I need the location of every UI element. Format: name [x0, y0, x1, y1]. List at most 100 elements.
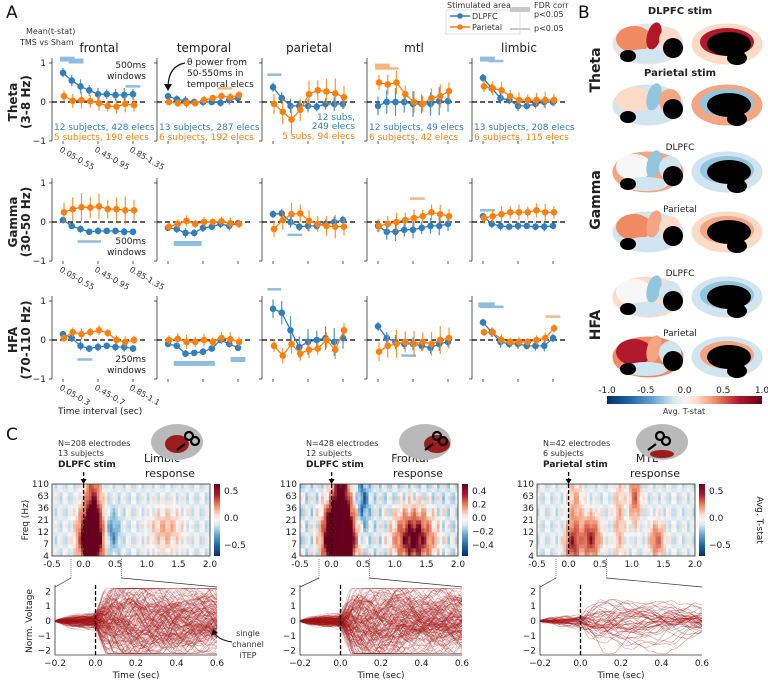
- heatmap-cell: [600, 492, 604, 497]
- heatmap-cell: [133, 512, 137, 517]
- voltage-tick-label: 1: [290, 602, 296, 612]
- heatmap-cell: [178, 508, 182, 513]
- heatmap-cell: [194, 544, 198, 549]
- heatmap-cell: [331, 548, 335, 553]
- heatmap-cell: [138, 520, 142, 525]
- heatmap-cell: [91, 520, 95, 525]
- heatmap-cell: [573, 504, 577, 509]
- heatmap-cell: [123, 512, 127, 517]
- heatmap-cell: [96, 524, 100, 529]
- heatmap-cell: [300, 548, 303, 553]
- heatmap-cell: [650, 540, 654, 545]
- heatmap-cell: [183, 536, 187, 541]
- heatmap-cell: [684, 520, 688, 525]
- heatmap-cell: [328, 500, 332, 505]
- heatmap-cell: [91, 532, 95, 537]
- heatmap-cell: [86, 552, 90, 557]
- heatmap-cell: [555, 540, 559, 545]
- heatmap-cell: [579, 524, 583, 529]
- itep-trace: [299, 590, 463, 646]
- itep-trace: [55, 597, 218, 645]
- heatmap-cell: [381, 548, 385, 553]
- heatmap-cell: [157, 512, 161, 517]
- legend-dlpfc-marker: [457, 13, 463, 19]
- itep-trace: [54, 616, 218, 654]
- heatmap-cell: [613, 484, 617, 489]
- itep-trace: [54, 588, 218, 627]
- heatmap-cell: [52, 536, 55, 541]
- masked-region: [620, 303, 636, 315]
- heatmap-cell: [355, 524, 359, 529]
- itep-trace: [55, 600, 218, 641]
- heatmap-cell: [447, 532, 451, 537]
- heatmap-cell: [194, 528, 198, 533]
- heatmap-cell: [600, 512, 604, 517]
- heatmap-cell: [552, 508, 556, 513]
- heatmap-cell: [75, 496, 79, 501]
- heatmap-cell: [592, 508, 596, 513]
- heatmap-cell: [410, 484, 414, 489]
- heatmap-cell: [123, 516, 127, 521]
- heatmap-cell: [186, 536, 190, 541]
- heatmap-cell: [579, 484, 583, 489]
- heatmap-cell: [687, 504, 691, 509]
- heatmap-cell: [339, 548, 343, 553]
- heatmap-cell: [389, 512, 393, 517]
- itep-trace: [54, 588, 218, 623]
- heatmap-cell: [587, 508, 590, 513]
- itep-trace: [299, 603, 463, 641]
- heatmap-cell: [584, 516, 588, 521]
- heatmap-cell: [658, 536, 662, 541]
- heatmap-cell: [671, 536, 675, 541]
- masked-region: [663, 166, 683, 186]
- heatmap-cell: [450, 532, 454, 537]
- heatmap-cell: [581, 500, 585, 505]
- heatmap-cell: [52, 496, 55, 501]
- heatmap-cell: [605, 552, 609, 557]
- heatmap-cell: [207, 508, 211, 513]
- heatmap-cell: [381, 540, 385, 545]
- heatmap-cell: [455, 520, 459, 525]
- itep-trace: [299, 612, 463, 637]
- heatmap-cell: [96, 516, 100, 521]
- heatmap-cell: [589, 484, 593, 489]
- heatmap-cell: [371, 492, 375, 497]
- heatmap-cell: [381, 492, 385, 497]
- itep-trace: [54, 601, 218, 645]
- heatmap-cell: [571, 532, 575, 537]
- heatmap-cell: [131, 484, 134, 489]
- heatmap-cell: [62, 536, 66, 541]
- heatmap-cell: [386, 544, 390, 549]
- parietal-point: [524, 96, 532, 104]
- significance-bar: [410, 197, 425, 200]
- heatmap-cell: [539, 488, 543, 493]
- parietal-point: [384, 342, 392, 350]
- parietal-point: [86, 328, 94, 336]
- heatmap-cell: [584, 524, 588, 529]
- heatmap-cell: [605, 536, 609, 541]
- heatmap-cell: [99, 524, 103, 529]
- band-label-gamma: Gamma: [6, 196, 20, 247]
- heatmap-cell: [149, 500, 153, 505]
- parietal-point: [524, 208, 532, 216]
- heatmap-cell: [652, 524, 656, 529]
- masked-region: [663, 351, 683, 371]
- parietal-count: 6 subjects, 42 elecs: [369, 133, 458, 143]
- parietal-point: [218, 217, 225, 225]
- heatmap-cell: [328, 540, 332, 545]
- heatmap-cell: [146, 552, 150, 557]
- heatmap-cell: [429, 544, 432, 549]
- heatmap-cell: [413, 532, 417, 537]
- heatmap-cell: [300, 492, 303, 497]
- heatmap-cell: [689, 520, 693, 525]
- itep-trace: [299, 613, 463, 654]
- heatmap-cell: [376, 488, 380, 493]
- heatmap-cell: [442, 516, 446, 521]
- heatmap-cell: [384, 552, 388, 557]
- parietal-point: [95, 326, 103, 334]
- heatmap-cell: [165, 484, 169, 489]
- heatmap-cell: [336, 548, 340, 553]
- heatmap-cell: [436, 492, 440, 497]
- heatmap-cell: [102, 536, 105, 541]
- heatmap-cell: [342, 484, 346, 489]
